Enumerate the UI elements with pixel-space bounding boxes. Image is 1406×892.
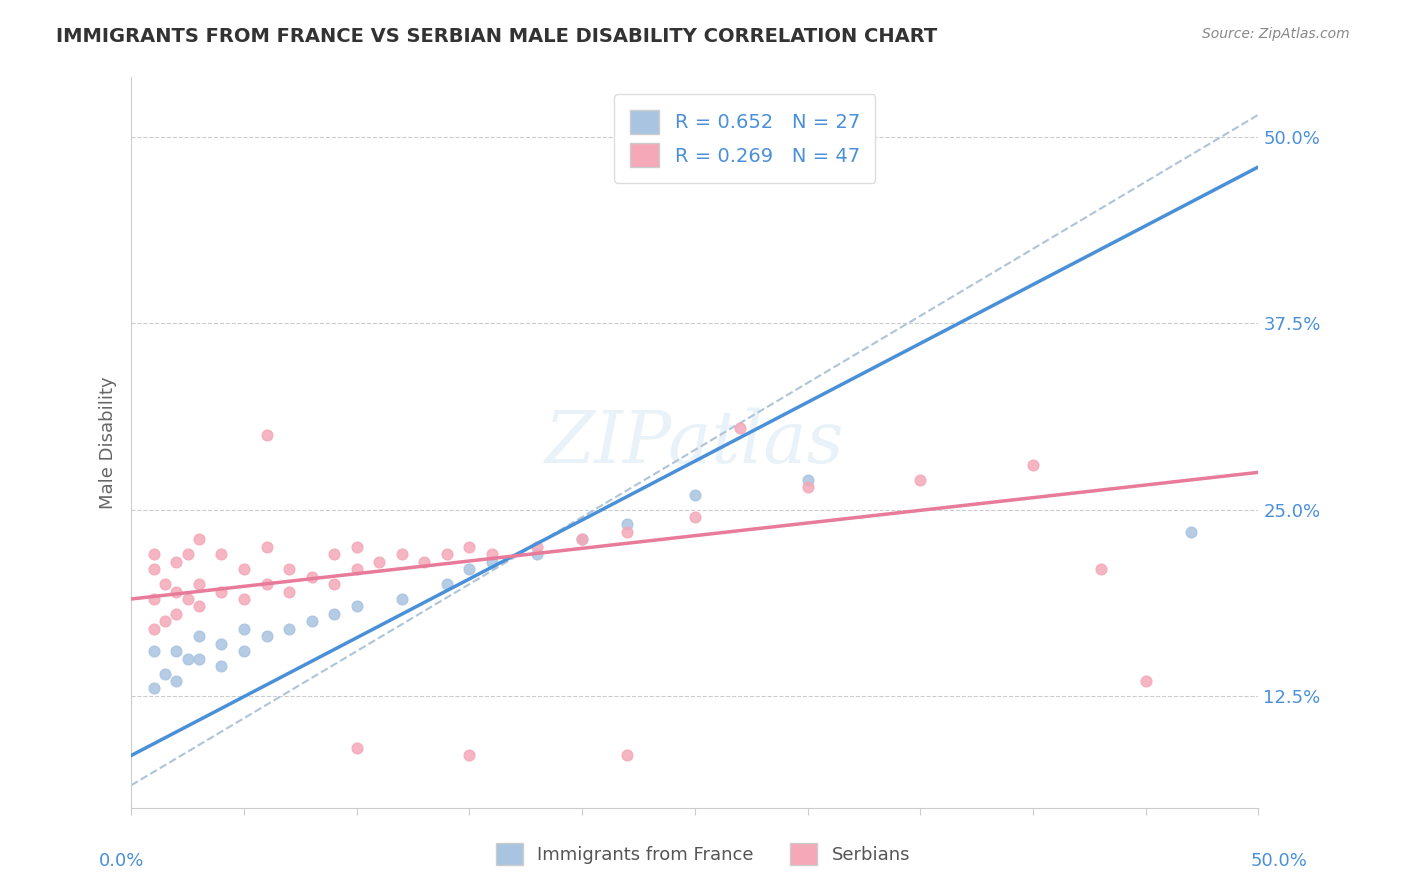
Point	[301, 569, 323, 583]
Point	[413, 555, 436, 569]
Point	[526, 540, 548, 554]
Point	[1090, 562, 1112, 576]
Point	[187, 651, 209, 665]
Point	[436, 547, 458, 561]
Point	[1135, 673, 1157, 688]
Point	[153, 577, 176, 591]
Point	[616, 517, 638, 532]
Legend: Immigrants from France, Serbians: Immigrants from France, Serbians	[486, 834, 920, 874]
Point	[209, 584, 232, 599]
Point	[571, 533, 593, 547]
Text: 0.0%: 0.0%	[98, 852, 143, 870]
Text: IMMIGRANTS FROM FRANCE VS SERBIAN MALE DISABILITY CORRELATION CHART: IMMIGRANTS FROM FRANCE VS SERBIAN MALE D…	[56, 27, 938, 45]
Point	[209, 659, 232, 673]
Point	[571, 533, 593, 547]
Point	[481, 547, 503, 561]
Point	[233, 562, 256, 576]
Point	[796, 480, 818, 494]
Point	[458, 540, 481, 554]
Point	[391, 547, 413, 561]
Y-axis label: Male Disability: Male Disability	[100, 376, 117, 508]
Point	[278, 562, 301, 576]
Point	[142, 592, 165, 607]
Point	[142, 681, 165, 696]
Point	[176, 547, 198, 561]
Legend: R = 0.652   N = 27, R = 0.269   N = 47: R = 0.652 N = 27, R = 0.269 N = 47	[614, 95, 876, 183]
Point	[233, 622, 256, 636]
Point	[187, 533, 209, 547]
Point	[187, 577, 209, 591]
Text: ZIPatlas: ZIPatlas	[546, 408, 845, 478]
Point	[278, 584, 301, 599]
Point	[436, 577, 458, 591]
Point	[683, 510, 706, 524]
Point	[165, 584, 187, 599]
Point	[165, 555, 187, 569]
Point	[142, 562, 165, 576]
Point	[256, 428, 278, 442]
Point	[301, 615, 323, 629]
Point	[458, 748, 481, 763]
Point	[616, 748, 638, 763]
Point	[278, 622, 301, 636]
Point	[458, 562, 481, 576]
Point	[346, 599, 368, 614]
Point	[346, 540, 368, 554]
Point	[165, 673, 187, 688]
Point	[368, 555, 391, 569]
Point	[1022, 458, 1045, 472]
Point	[233, 592, 256, 607]
Point	[526, 547, 548, 561]
Point	[142, 547, 165, 561]
Text: Source: ZipAtlas.com: Source: ZipAtlas.com	[1202, 27, 1350, 41]
Point	[728, 420, 751, 434]
Point	[256, 577, 278, 591]
Point	[153, 615, 176, 629]
Point	[323, 547, 346, 561]
Point	[233, 644, 256, 658]
Point	[616, 524, 638, 539]
Point	[346, 741, 368, 756]
Point	[176, 651, 198, 665]
Point	[187, 599, 209, 614]
Text: 50.0%: 50.0%	[1251, 852, 1308, 870]
Point	[209, 637, 232, 651]
Point	[142, 622, 165, 636]
Point	[209, 547, 232, 561]
Point	[142, 644, 165, 658]
Point	[481, 555, 503, 569]
Point	[256, 629, 278, 643]
Point	[1180, 524, 1202, 539]
Point	[165, 644, 187, 658]
Point	[910, 473, 932, 487]
Point	[153, 666, 176, 681]
Point	[176, 592, 198, 607]
Point	[796, 473, 818, 487]
Point	[323, 577, 346, 591]
Point	[187, 629, 209, 643]
Point	[391, 592, 413, 607]
Point	[165, 607, 187, 621]
Point	[683, 488, 706, 502]
Point	[256, 540, 278, 554]
Point	[323, 607, 346, 621]
Point	[346, 562, 368, 576]
